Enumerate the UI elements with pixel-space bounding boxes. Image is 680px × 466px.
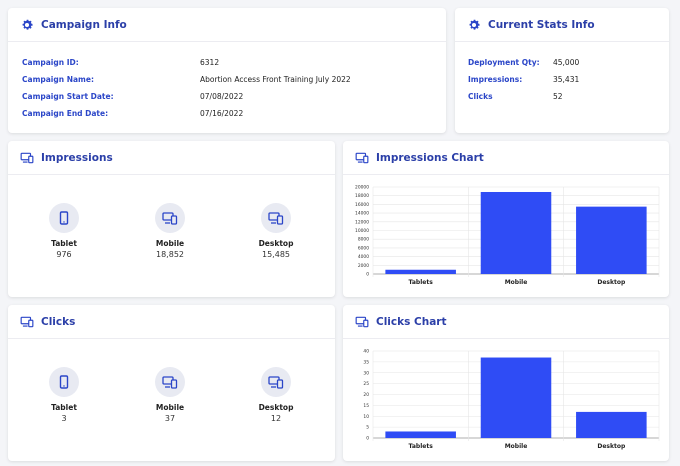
- impressions-card: Impressions Tablet 976 Mobile 18,852 Des…: [8, 141, 335, 297]
- campaign-end-label: Campaign End Date:: [22, 109, 109, 118]
- campaign-info-header: Campaign Info: [8, 8, 446, 42]
- device-name: Tablet: [51, 403, 77, 412]
- y-tick-label: 0: [366, 436, 369, 442]
- clicks-title: Clicks: [41, 315, 76, 328]
- tablet-icon: [49, 203, 79, 233]
- y-tick-label: 8000: [358, 237, 369, 243]
- y-tick-label: 0: [366, 272, 369, 278]
- x-tick-label: Desktop: [597, 279, 626, 286]
- current-stats-title: Current Stats Info: [488, 18, 595, 31]
- x-tick-label: Tablets: [409, 279, 434, 286]
- mobile-desktop-icon: [155, 203, 185, 233]
- y-tick-label: 20000: [355, 185, 369, 191]
- y-tick-label: 10: [363, 414, 369, 420]
- y-tick-label: 40: [363, 349, 369, 355]
- devices-icon: [355, 315, 369, 329]
- clicks-chart-card: Clicks Chart 0 5 10 15 20 25 30 35 40 Tablets Mobi…: [343, 305, 669, 461]
- x-tick-label: Desktop: [597, 443, 626, 450]
- impressions-header: Impressions: [8, 141, 335, 175]
- impressions-chart-card: Impressions Chart 0 2000 4000 6000 8000 10000…: [343, 141, 669, 297]
- clicks-chart-title: Clicks Chart: [376, 315, 447, 328]
- mobile-desktop-icon: [155, 367, 185, 397]
- x-tick-label: Mobile: [505, 279, 528, 286]
- impressions-bar-chart: 0 2000 4000 6000 8000 10000 12000 14000 16000 180…: [355, 185, 660, 286]
- x-tick-label: Mobile: [505, 443, 528, 450]
- campaign-start-value: 07/08/2022: [200, 92, 244, 101]
- bar-tablets: [385, 431, 456, 438]
- impressions-title: Impressions: [41, 151, 113, 164]
- campaign-id-label: Campaign ID:: [22, 58, 79, 67]
- device-value: 18,852: [156, 250, 184, 259]
- device-name: Mobile: [155, 403, 185, 412]
- y-tick-label: 25: [363, 381, 369, 387]
- campaign-name-value: Abortion Access Front Training July 2022: [200, 75, 351, 84]
- impressions-tablet: Tablet 976: [24, 203, 104, 259]
- device-value: 15,485: [262, 250, 290, 259]
- device-value: 3: [61, 414, 67, 423]
- campaign-name-label: Campaign Name:: [22, 75, 94, 84]
- devices-icon: [20, 151, 34, 165]
- clicks-mobile: Mobile 37: [130, 367, 210, 423]
- deployment-qty-value: 45,000: [553, 58, 580, 67]
- impressions-chart-header: Impressions Chart: [343, 141, 669, 175]
- campaign-start-label: Campaign Start Date:: [22, 92, 114, 101]
- y-tick-label: 6000: [358, 245, 369, 251]
- bar-desktop: [576, 411, 647, 438]
- clicks-desktop: Desktop 12: [236, 367, 316, 423]
- device-value: 37: [164, 414, 176, 423]
- y-tick-label: 10000: [355, 228, 369, 234]
- clicks-label: Clicks: [468, 92, 493, 101]
- y-tick-label: 5: [366, 425, 369, 431]
- y-tick-label: 12000: [355, 219, 369, 225]
- x-tick-label: Tablets: [409, 443, 434, 450]
- clicks-card: Clicks Tablet 3 Mobile 37 Desktop 12: [8, 305, 335, 461]
- y-tick-label: 4000: [358, 254, 369, 260]
- campaign-info-title: Campaign Info: [41, 18, 127, 31]
- campaign-id-value: 6312: [200, 58, 220, 67]
- tablet-icon: [49, 367, 79, 397]
- y-tick-label: 20: [363, 392, 369, 398]
- devices-icon: [20, 315, 34, 329]
- y-tick-label: 30: [363, 370, 369, 376]
- bar-tablets: [385, 269, 456, 274]
- y-tick-label: 15: [363, 403, 369, 409]
- bar-mobile: [480, 191, 552, 274]
- deployment-qty-label: Deployment Qty:: [468, 58, 540, 67]
- bar-desktop: [576, 206, 647, 274]
- clicks-value: 52: [553, 92, 563, 101]
- clicks-header: Clicks: [8, 305, 335, 339]
- impressions-value: 35,431: [553, 75, 580, 84]
- campaign-info-card: Campaign Info Campaign ID: 6312 Campaign…: [8, 8, 446, 133]
- device-name: Desktop: [258, 239, 294, 248]
- y-tick-label: 18000: [355, 193, 369, 199]
- clicks-bar-chart: 0 5 10 15 20 25 30 35 40 Tablets Mobile Desktop: [363, 349, 660, 450]
- device-value: 12: [270, 414, 282, 423]
- y-tick-label: 14000: [355, 211, 369, 217]
- current-stats-header: Current Stats Info: [455, 8, 669, 42]
- device-name: Tablet: [51, 239, 77, 248]
- device-name: Desktop: [258, 403, 294, 412]
- device-value: 976: [56, 250, 72, 259]
- desktop-icon: [261, 203, 291, 233]
- y-tick-label: 2000: [358, 263, 369, 269]
- campaign-end-value: 07/16/2022: [200, 109, 244, 118]
- gear-icon: [20, 18, 34, 32]
- desktop-icon: [261, 367, 291, 397]
- y-tick-label: 16000: [355, 202, 369, 208]
- gear-icon: [467, 18, 481, 32]
- devices-icon: [355, 151, 369, 165]
- clicks-chart-header: Clicks Chart: [343, 305, 669, 339]
- device-name: Mobile: [155, 239, 185, 248]
- impressions-desktop: Desktop 15,485: [236, 203, 316, 259]
- bar-mobile: [480, 357, 552, 438]
- impressions-label: Impressions:: [468, 75, 523, 84]
- y-tick-label: 35: [363, 359, 369, 365]
- impressions-mobile: Mobile 18,852: [130, 203, 210, 259]
- clicks-tablet: Tablet 3: [24, 367, 104, 423]
- impressions-chart-title: Impressions Chart: [376, 151, 484, 164]
- current-stats-card: Current Stats Info Deployment Qty: 45,00…: [455, 8, 669, 133]
